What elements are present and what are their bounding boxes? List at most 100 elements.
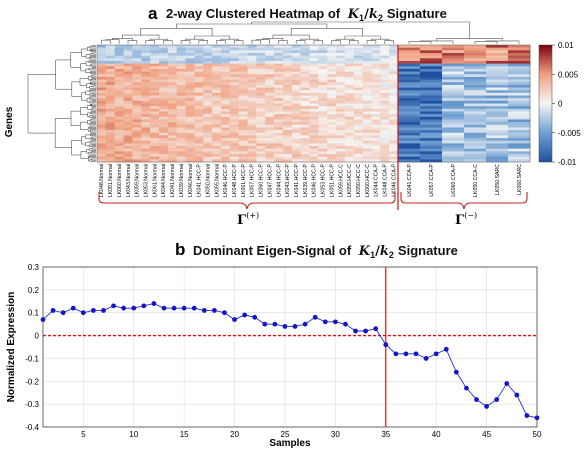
heatmap-cell xyxy=(220,79,231,83)
heatmap-cell xyxy=(274,60,284,64)
heatmap-cell xyxy=(105,68,115,72)
heatmap-cell xyxy=(141,106,151,110)
heatmap-cell xyxy=(380,122,390,126)
heatmap-cell xyxy=(291,55,301,59)
dendrogram-link xyxy=(194,35,231,40)
heatmap-cell xyxy=(114,47,124,51)
heatmap-cell xyxy=(336,156,346,160)
heatmap-cell xyxy=(123,132,133,136)
heatmap-cell xyxy=(362,135,372,139)
panel-a-title-post: Signature xyxy=(387,6,447,21)
heatmap-cell xyxy=(380,138,390,142)
heatmap-cell xyxy=(389,116,399,120)
heatmap-cell xyxy=(282,60,293,64)
heatmap-cell xyxy=(256,103,266,107)
heatmap-cell xyxy=(318,52,328,56)
heatmap-cell xyxy=(194,84,204,88)
heatmap-cell xyxy=(344,140,355,144)
heatmap-cell xyxy=(274,92,284,96)
heatmap-cell xyxy=(212,135,222,139)
panel-a-title-k1-sub: 1 xyxy=(359,13,364,23)
heatmap-cell xyxy=(114,90,124,94)
heatmap-cell xyxy=(282,132,293,136)
data-point xyxy=(302,321,308,327)
heatmap-cell xyxy=(353,60,363,64)
heatmap-cell xyxy=(203,92,213,96)
heatmap-cell xyxy=(247,90,257,94)
heatmap-cell xyxy=(185,87,195,91)
heatmap-cell xyxy=(114,98,124,102)
heatmap-cell xyxy=(318,50,328,54)
heatmap-cell xyxy=(150,58,160,62)
heatmap-cell xyxy=(150,116,160,120)
heatmap-cell xyxy=(167,58,177,62)
heatmap-cell xyxy=(282,47,293,51)
dendrogram-link xyxy=(85,61,91,66)
dendrogram-link xyxy=(90,71,96,74)
heatmap-cell xyxy=(203,138,213,142)
heatmap-cell xyxy=(486,55,509,59)
heatmap-cell xyxy=(185,159,195,163)
sample-label: LK059.HCC-C xyxy=(338,164,344,197)
heatmap-cell xyxy=(141,108,151,112)
heatmap-grid xyxy=(97,45,531,163)
data-point xyxy=(292,324,298,329)
heatmap-cell xyxy=(247,138,257,142)
heatmap-cell xyxy=(282,79,293,83)
heatmap-cell xyxy=(247,135,257,139)
heatmap-cell xyxy=(336,108,346,112)
data-point xyxy=(252,314,258,320)
heatmap-cell xyxy=(141,90,151,94)
heatmap-cell xyxy=(176,159,186,163)
heatmap-cell xyxy=(274,148,284,152)
heatmap-cell xyxy=(114,148,124,152)
heatmap-cell xyxy=(141,119,151,123)
heatmap-cell xyxy=(371,154,381,157)
heatmap-cell xyxy=(389,114,399,118)
heatmap-cell xyxy=(486,127,509,131)
heatmap-cell xyxy=(141,76,151,80)
heatmap-cell xyxy=(318,111,328,115)
sample-label: LK057.CCA-P xyxy=(429,163,435,196)
heatmap-cell xyxy=(176,71,186,75)
data-point xyxy=(514,392,520,398)
heatmap-cell xyxy=(291,106,301,110)
dendrogram-link xyxy=(86,83,91,88)
heatmap-cell xyxy=(420,122,443,126)
heatmap-cell xyxy=(185,63,195,67)
heatmap-cell xyxy=(185,132,195,136)
heatmap-cell xyxy=(123,76,133,80)
sample-label: LK047.HCC-P xyxy=(267,163,273,196)
heatmap-cell xyxy=(114,111,124,115)
heatmap-cell xyxy=(203,74,213,78)
heatmap-cell xyxy=(212,159,222,163)
heatmap-cell xyxy=(327,100,337,104)
heatmap-cell xyxy=(256,63,266,67)
heatmap-cell xyxy=(309,140,319,144)
heatmap-cell xyxy=(105,106,115,110)
heatmap-cell xyxy=(371,82,381,86)
heatmap-cell xyxy=(327,114,337,118)
data-point xyxy=(343,321,348,327)
heatmap-cell xyxy=(220,130,231,134)
dendrogram-link xyxy=(163,40,173,44)
heatmap-cell xyxy=(282,108,293,112)
heatmap-cell xyxy=(300,45,310,48)
heatmap-cell xyxy=(256,71,266,75)
heatmap-cell xyxy=(336,68,346,72)
heatmap-cell xyxy=(185,122,195,126)
data-point xyxy=(272,321,278,327)
dendrogram-link xyxy=(89,122,96,126)
heatmap-cell xyxy=(185,92,195,96)
heatmap-cell xyxy=(185,84,195,88)
heatmap-cell xyxy=(203,100,213,104)
heatmap-cell xyxy=(420,143,443,147)
heatmap-cell xyxy=(105,47,115,51)
data-point xyxy=(474,397,479,402)
heatmap-cell xyxy=(114,45,124,48)
heatmap-cell xyxy=(229,50,239,54)
heatmap-cell xyxy=(327,95,337,99)
heatmap-cell xyxy=(300,90,310,94)
data-point xyxy=(453,369,459,375)
sample-label: LK044.Normal xyxy=(161,164,167,197)
